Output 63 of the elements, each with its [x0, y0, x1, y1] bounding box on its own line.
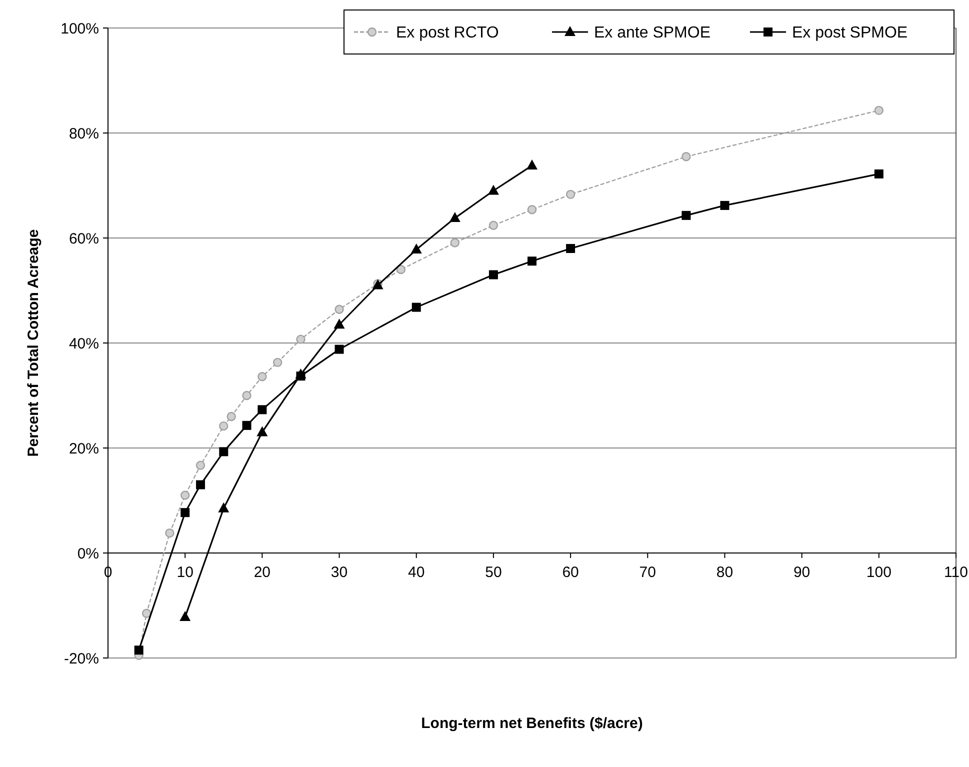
point: [196, 460, 206, 470]
point: [488, 184, 499, 195]
point: [226, 412, 236, 422]
point: [526, 160, 538, 170]
point: [258, 372, 267, 382]
x-tick-label: 20: [254, 564, 271, 581]
y-tick-label: 80%: [68, 125, 99, 142]
x-tick-label: 80: [716, 564, 734, 581]
point: [165, 528, 174, 538]
x-tick-label: 60: [562, 564, 579, 581]
point: [874, 106, 884, 116]
point: [219, 421, 228, 431]
point: [412, 302, 421, 312]
point: [218, 502, 230, 512]
point: [180, 490, 190, 500]
point: [488, 220, 498, 230]
y-tick-label: 0%: [77, 545, 99, 562]
point: [410, 244, 422, 254]
legend-label: Ex ante SPMOE: [594, 24, 710, 42]
x-tick-label: 100: [866, 564, 892, 581]
point: [273, 358, 282, 368]
x-tick-label: 90: [793, 564, 810, 581]
point: [142, 608, 152, 618]
point: [256, 426, 268, 436]
point: [180, 611, 191, 622]
x-tick-label: 50: [485, 564, 502, 581]
point: [219, 447, 228, 456]
point: [334, 344, 344, 354]
point: [682, 152, 691, 162]
y-tick-label: -20%: [64, 650, 99, 668]
point: [296, 334, 306, 344]
point: [566, 190, 576, 200]
point: [196, 480, 206, 490]
point: [874, 169, 884, 178]
y-tick-label: 60%: [68, 230, 99, 248]
point: [334, 318, 345, 329]
x-axis-title: Long-term net Benefits ($/acre): [421, 715, 643, 732]
point: [242, 420, 252, 430]
point: [527, 205, 537, 214]
y-axis-title: Percent of Total Cotton Acreage: [25, 229, 42, 457]
point: [682, 210, 691, 220]
point: [242, 390, 252, 400]
point: [449, 212, 460, 222]
y-tick-label: 40%: [68, 335, 99, 352]
point: [720, 200, 730, 210]
point: [180, 508, 190, 518]
x-tick-label: 30: [330, 564, 348, 581]
point: [488, 270, 498, 280]
point: [258, 405, 267, 414]
legend-label: Ex post SPMOE: [792, 24, 908, 42]
y-tick-label: 100%: [60, 20, 99, 38]
point: [528, 256, 536, 266]
point: [450, 238, 460, 248]
point: [296, 372, 306, 381]
point: [134, 646, 144, 655]
legend-label: Ex post RCTO: [396, 24, 499, 42]
y-tick-label: 20%: [68, 440, 99, 458]
x-tick-label: 40: [408, 564, 425, 581]
point: [396, 264, 406, 274]
x-tick-label: 10: [176, 564, 194, 581]
point: [334, 304, 344, 314]
point: [566, 244, 576, 253]
x-tick-label: 70: [639, 564, 656, 581]
